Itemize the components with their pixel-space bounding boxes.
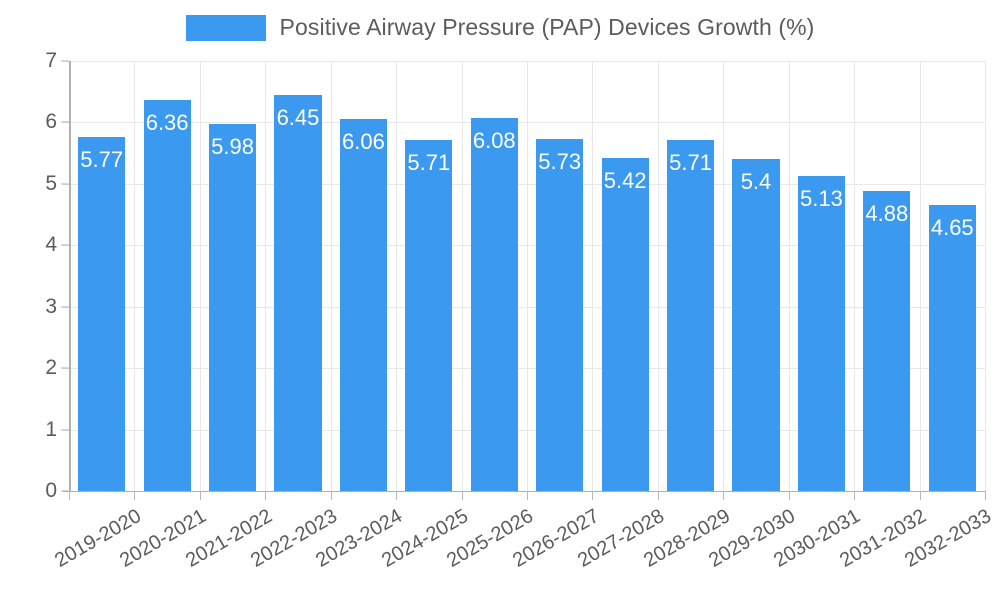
bar[interactable]: 4.88 xyxy=(863,191,911,491)
y-axis-tick-mark xyxy=(61,367,69,369)
bar-value-label: 5.13 xyxy=(799,185,843,211)
y-axis-tick-mark xyxy=(61,244,69,246)
gridline-vertical xyxy=(789,61,790,491)
x-axis-tick-labels: 2019-2020 2020-2021 2021-2022 2022-2023 2023… xyxy=(51,491,995,600)
bar[interactable]: 6.36 xyxy=(143,100,191,491)
gridline-vertical xyxy=(723,61,724,491)
x-axis-tick-mark xyxy=(723,491,724,500)
bar[interactable]: 5.77 xyxy=(78,136,126,491)
bar[interactable]: 5.98 xyxy=(209,123,257,491)
bar[interactable]: 6.06 xyxy=(339,118,387,491)
bar-value-label: 5.77 xyxy=(80,146,124,172)
legend-color-swatch xyxy=(185,14,266,41)
gridline-horizontal xyxy=(63,122,985,124)
bar-value-label: 6.36 xyxy=(145,110,189,136)
x-axis-tick-mark xyxy=(200,491,201,500)
x-axis-tick-mark xyxy=(462,491,463,500)
bar[interactable]: 5.71 xyxy=(405,140,453,491)
x-axis-tick-mark xyxy=(527,491,528,500)
gridline-horizontal xyxy=(63,429,985,431)
bar-value-label: 6.08 xyxy=(472,127,516,153)
bar-value-label: 6.45 xyxy=(276,104,320,130)
gridline-vertical xyxy=(396,61,397,491)
gridline-vertical xyxy=(527,61,528,491)
bar-value-label: 6.06 xyxy=(341,128,385,154)
legend-label: Positive Airway Pressure (PAP) Devices G… xyxy=(279,14,815,40)
y-axis-tick-label: 0 xyxy=(45,479,57,502)
x-axis-tick-mark xyxy=(134,491,135,500)
y-axis-tick-mark xyxy=(61,121,69,123)
gridline-vertical xyxy=(265,61,266,491)
gridline-vertical xyxy=(985,61,986,491)
gridline-vertical xyxy=(331,61,332,491)
y-axis-tick-mark xyxy=(61,490,69,492)
y-axis-tick-label: 2 xyxy=(45,356,57,380)
gridline-horizontal xyxy=(63,183,985,185)
chart-legend: Positive Airway Pressure (PAP) Devices G… xyxy=(0,14,1000,41)
gridline-vertical xyxy=(200,61,201,491)
x-axis-tick-mark xyxy=(592,491,593,500)
y-axis-tick-label: 6 xyxy=(45,110,57,134)
gridline-horizontal xyxy=(63,245,985,247)
x-axis-tick-mark xyxy=(854,491,855,500)
bar[interactable]: 5.71 xyxy=(667,140,715,491)
bar-value-label: 5.42 xyxy=(603,168,647,194)
x-axis-tick-mark xyxy=(396,491,397,500)
gridline-vertical xyxy=(592,61,593,491)
x-axis-tick-mark xyxy=(789,491,790,500)
gridline-horizontal xyxy=(63,306,985,308)
y-axis-tick-label: 4 xyxy=(45,233,57,257)
gridline-vertical xyxy=(854,61,855,491)
bar-value-label: 5.4 xyxy=(740,169,772,195)
y-axis-tick-mark xyxy=(61,60,69,62)
gridline-horizontal xyxy=(63,368,985,370)
bar-value-label: 4.88 xyxy=(865,201,909,227)
y-axis-tick-mark xyxy=(61,429,69,431)
x-axis-tick-mark xyxy=(265,491,266,500)
gridline-vertical xyxy=(134,61,135,491)
gridline-vertical xyxy=(462,61,463,491)
y-axis-tick-mark xyxy=(61,183,69,185)
bar[interactable]: 6.45 xyxy=(274,94,322,491)
y-axis-tick-mark xyxy=(61,306,69,308)
gridline-vertical xyxy=(658,61,659,491)
gridline-horizontal xyxy=(63,491,985,492)
gridline-vertical xyxy=(920,61,921,491)
y-axis-tick-label: 3 xyxy=(45,294,57,318)
bar[interactable]: 6.08 xyxy=(470,117,518,491)
bar-value-label: 5.71 xyxy=(669,150,712,176)
bar-value-label: 5.98 xyxy=(211,133,254,159)
x-axis-tick-mark xyxy=(985,491,986,500)
y-axis-tick-label: 1 xyxy=(45,417,57,441)
bar[interactable]: 5.13 xyxy=(797,175,845,491)
bar[interactable]: 5.42 xyxy=(601,158,649,491)
bar-value-label: 5.73 xyxy=(538,149,582,175)
plot-area: 5.77 6.36 5.98 6.45 6.06 5.71 6.08 5.73 5.42 5.71… xyxy=(63,61,986,492)
y-axis-tick-label: 5 xyxy=(45,171,57,195)
bar-value-label: 5.71 xyxy=(407,150,451,176)
x-axis-tick-mark xyxy=(69,491,70,500)
bar-value-label: 4.65 xyxy=(930,215,974,241)
bar[interactable]: 5.4 xyxy=(732,159,780,491)
x-axis-tick-mark xyxy=(658,491,659,500)
y-axis-line xyxy=(69,61,71,491)
bar[interactable]: 5.73 xyxy=(536,139,584,491)
bar[interactable]: 4.65 xyxy=(928,205,976,491)
y-axis-tick-label: 7 xyxy=(45,49,57,72)
x-axis-tick-mark xyxy=(920,491,921,500)
x-axis-tick-mark xyxy=(331,491,332,500)
gridline-horizontal xyxy=(63,61,985,62)
